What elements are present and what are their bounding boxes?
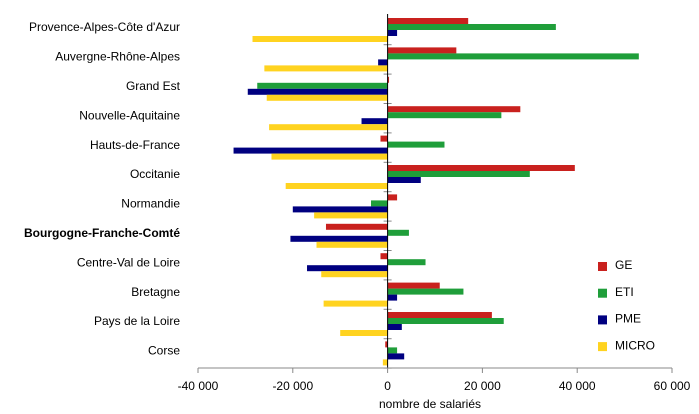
- bar: [325, 223, 388, 230]
- legend-swatch: [598, 262, 607, 271]
- bar: [290, 235, 388, 242]
- bar: [382, 359, 388, 366]
- bar: [387, 288, 464, 295]
- legend-label: GE: [615, 258, 632, 272]
- bar: [361, 118, 388, 125]
- bar: [387, 30, 398, 36]
- bar: [271, 153, 388, 160]
- legend-swatch: [598, 342, 607, 352]
- bar: [314, 212, 388, 219]
- bar: [378, 59, 388, 66]
- bar: [387, 24, 556, 30]
- bar: [340, 330, 388, 336]
- x-tick-label: 40 000: [559, 379, 596, 393]
- bar: [385, 341, 388, 348]
- bar: [292, 206, 388, 213]
- y-tick-label: Pays de la Loire: [94, 314, 180, 328]
- legend-label: MICRO: [615, 338, 655, 352]
- y-tick-label: Centre-Val de Loire: [77, 255, 180, 269]
- legend-swatch: [598, 315, 607, 325]
- bar: [387, 353, 405, 360]
- y-tick-label: Bretagne: [131, 285, 180, 299]
- x-tick-label: 20 000: [464, 379, 501, 393]
- y-tick-label: Auvergne-Rhône-Alpes: [55, 50, 180, 64]
- x-tick-label: 60 000: [654, 379, 691, 393]
- legend-label: ETI: [615, 285, 634, 299]
- y-tick-label: Occitanie: [130, 167, 180, 181]
- bar: [285, 183, 388, 189]
- bar: [387, 76, 390, 83]
- bar: [387, 141, 445, 148]
- bar: [387, 294, 398, 301]
- bar: [387, 312, 492, 318]
- bar: [269, 124, 388, 131]
- bar: [387, 171, 530, 177]
- bar: [387, 177, 421, 183]
- bar: [264, 65, 388, 72]
- y-tick-label: Provence-Alpes-Côte d'Azur: [29, 20, 180, 34]
- bar: [387, 47, 457, 54]
- bar: [387, 324, 402, 330]
- y-tick-label: Hauts-de-France: [90, 138, 180, 152]
- x-tick-label: -40 000: [178, 379, 219, 393]
- legend-label: PME: [615, 312, 641, 326]
- x-tick-label: 0: [384, 379, 391, 393]
- bar: [387, 112, 502, 119]
- legend-swatch: [598, 288, 607, 298]
- bar: [316, 241, 388, 248]
- y-tick-label: Normandie: [121, 197, 180, 211]
- bar: [321, 271, 388, 278]
- bar: [247, 88, 388, 95]
- bar: [387, 194, 398, 201]
- bar: [233, 147, 388, 154]
- bar: [257, 82, 388, 89]
- bar: [371, 200, 388, 207]
- y-tick-label: Nouvelle-Aquitaine: [79, 108, 180, 122]
- bar: [387, 18, 469, 24]
- y-tick-label: Grand Est: [126, 79, 181, 93]
- bar: [307, 265, 388, 272]
- y-tick-label: Corse: [148, 344, 180, 358]
- x-axis-label: nombre de salariés: [379, 397, 481, 411]
- x-tick-label: -20 000: [272, 379, 313, 393]
- bar: [387, 347, 398, 354]
- bar: [387, 53, 639, 60]
- bar: [252, 36, 388, 42]
- bar: [387, 282, 440, 289]
- bar: [387, 165, 575, 171]
- bar: [266, 94, 388, 101]
- bar: [387, 318, 504, 324]
- bar: [380, 135, 388, 142]
- bar: [323, 300, 388, 307]
- bar: [387, 106, 521, 113]
- bar: [387, 229, 409, 236]
- bar: [387, 259, 426, 266]
- y-tick-label: Bourgogne-Franche-Comté: [24, 226, 180, 240]
- bar: [380, 253, 388, 260]
